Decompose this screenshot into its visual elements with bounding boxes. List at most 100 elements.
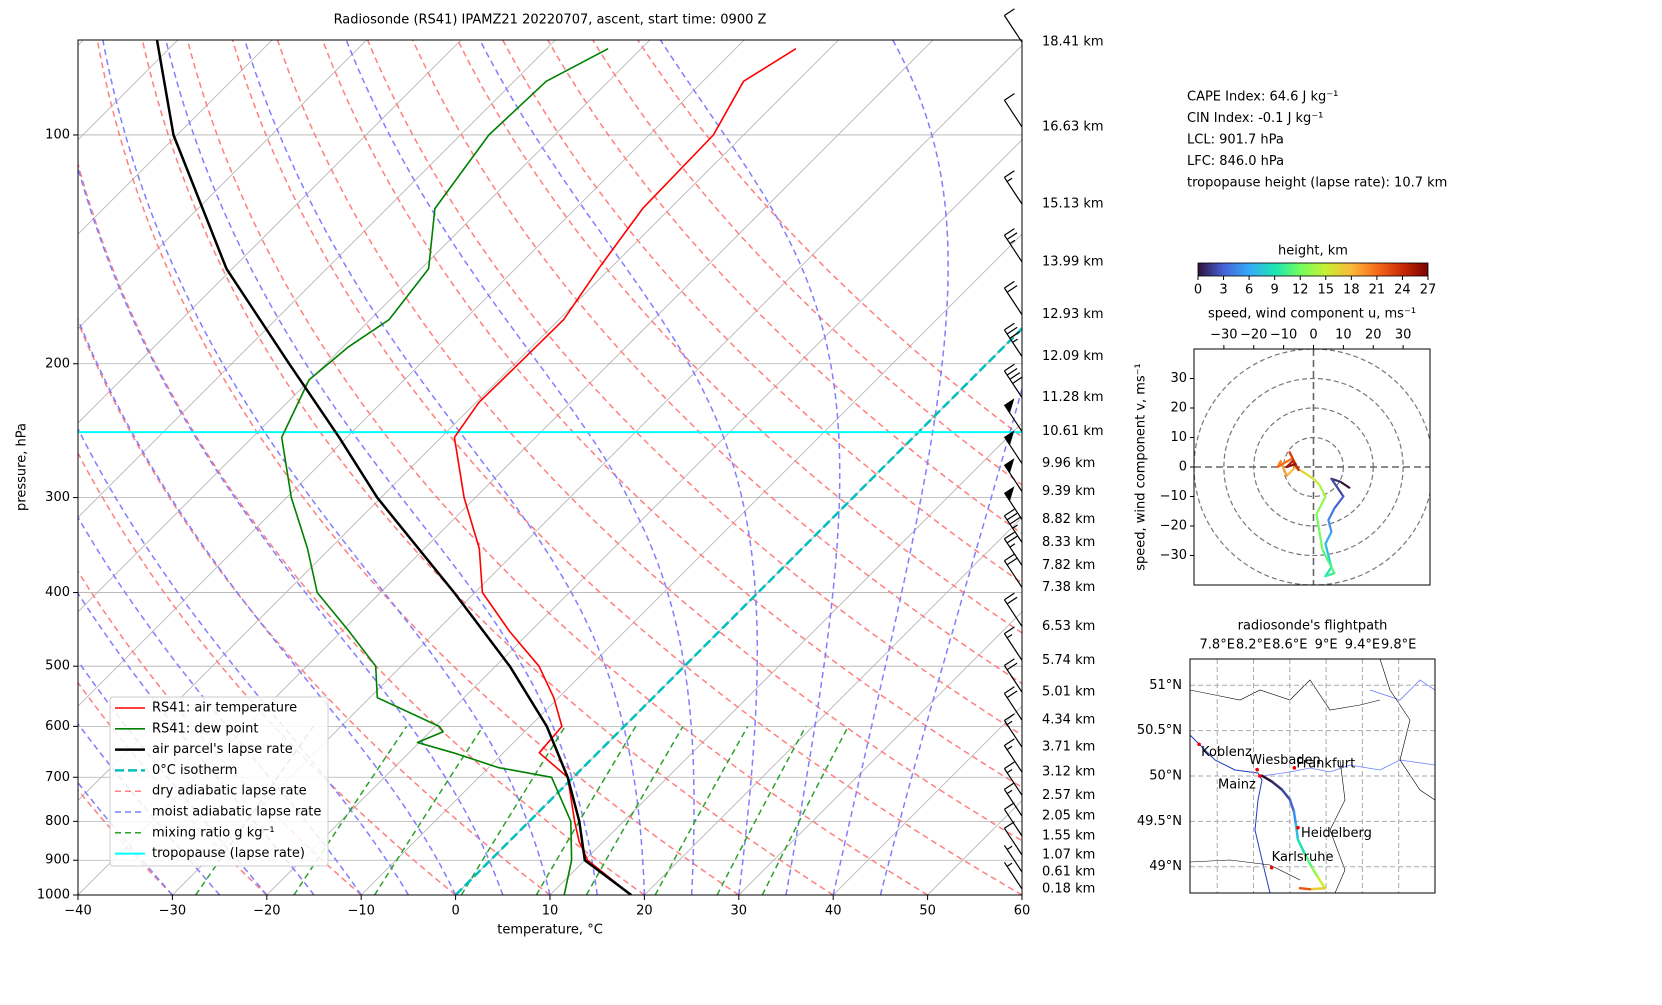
hodograph-segment — [1333, 495, 1345, 510]
mixing-ratio-line — [460, 725, 566, 895]
moist-adiabat — [78, 427, 410, 895]
x-tick-label: −30 — [1210, 328, 1237, 343]
legend-label: tropopause (lapse rate) — [152, 846, 305, 861]
isotherm-grid — [78, 40, 273, 235]
x-tick-label: 0 — [1309, 328, 1317, 343]
barb-shaft — [1003, 404, 1023, 432]
x-axis-label: temperature, °C — [497, 923, 603, 938]
dry-adiabat — [276, 40, 1022, 842]
moist-adiabat — [78, 165, 504, 895]
barb-shaft — [1003, 492, 1023, 520]
height-label: 7.38 km — [1042, 580, 1095, 595]
height-label: 9.39 km — [1042, 484, 1095, 499]
barb-shaft — [1003, 821, 1023, 856]
x-tick-label: 0 — [451, 904, 459, 919]
river — [1261, 759, 1435, 777]
mixing-ratio-line — [293, 725, 408, 895]
wind-barb — [1003, 398, 1023, 432]
barb-flag — [1004, 458, 1015, 474]
x-tick-label: −30 — [159, 904, 186, 919]
x-tick-label: 20 — [1365, 328, 1382, 343]
legend-label: air parcel's lapse rate — [152, 742, 293, 757]
wind-barb — [1003, 761, 1023, 796]
border — [1379, 659, 1435, 801]
x-tick-label: −10 — [347, 904, 374, 919]
height-label: 13.99 km — [1042, 254, 1104, 269]
dry-adiabat — [78, 320, 551, 895]
flightpath-segment — [1294, 823, 1300, 841]
colorbar-tick-label: 3 — [1219, 283, 1227, 298]
wind-barb — [1003, 322, 1023, 357]
barb-shaft — [1003, 782, 1023, 817]
city-label: Wiesbaden — [1249, 753, 1321, 768]
dry-adiabat — [592, 40, 1022, 486]
barb-shaft — [1003, 363, 1023, 398]
overlay: −40 −30 −20 −10 0 10 20 30 40 50 60100200300400500… — [15, 8, 1447, 938]
colorbar — [1197, 262, 1429, 277]
wind-barb — [1003, 713, 1023, 748]
wind-barb — [1003, 844, 1023, 873]
dry-adiabat — [321, 40, 1022, 789]
isotherm-grid — [738, 611, 1022, 895]
barb-shaft — [1003, 464, 1023, 492]
isotherm-grid — [832, 705, 1022, 895]
wind-barb — [1003, 531, 1023, 566]
city-label: Karlsruhe — [1272, 850, 1334, 865]
height-label: 5.01 km — [1042, 685, 1095, 700]
mixing-ratio-line — [761, 726, 849, 895]
border — [1329, 759, 1346, 893]
hodograph-segment — [1312, 477, 1321, 486]
wind-barb — [1003, 782, 1023, 817]
dry-adiabat — [141, 40, 834, 895]
x-tick-label: 30 — [1395, 328, 1412, 343]
barb-shaft — [1003, 626, 1023, 661]
height-label: 16.63 km — [1042, 119, 1104, 134]
isotherm-grid — [360, 233, 1022, 895]
hodograph-segment — [1321, 548, 1336, 575]
height-label: 15.13 km — [1042, 197, 1104, 212]
height-label: 5.74 km — [1042, 653, 1095, 668]
wind-barb — [1003, 658, 1023, 693]
barb-shaft — [1003, 508, 1023, 543]
height-label: 12.09 km — [1042, 349, 1104, 364]
legend-label: mixing ratio g kg⁻¹ — [152, 825, 275, 840]
hodograph-segment — [1327, 507, 1336, 522]
x-tick-label: −40 — [64, 904, 91, 919]
zero-isotherm — [454, 326, 1022, 895]
y-tick-label: 600 — [45, 719, 70, 734]
hodograph-segment — [1291, 460, 1300, 472]
wind-barb — [1003, 821, 1023, 856]
y-tick-label: 700 — [45, 770, 70, 785]
y-tick-label: 0 — [1179, 460, 1187, 475]
dry-adiabat — [231, 40, 1022, 895]
isotherm-grid — [78, 40, 556, 518]
city-label: Heidelberg — [1301, 826, 1372, 841]
colorbar-title: height, km — [1278, 244, 1348, 259]
barb-shaft — [1003, 658, 1023, 693]
moist-adiabat — [243, 40, 646, 895]
hodograph-plot — [1194, 349, 1430, 585]
height-label: 3.71 km — [1042, 740, 1095, 755]
dry-adiabat — [78, 161, 645, 895]
wind-barb — [1003, 592, 1023, 627]
isotherm-grid — [78, 40, 367, 330]
height-label: 11.28 km — [1042, 390, 1104, 405]
height-label: 4.34 km — [1042, 713, 1095, 728]
flightpath-segment — [1260, 774, 1274, 783]
colorbar-tick-label: 24 — [1394, 283, 1411, 298]
y-tick-label: 50.5°N — [1137, 723, 1182, 738]
hodograph-segment — [1327, 518, 1333, 534]
height-label: 8.82 km — [1042, 512, 1095, 527]
height-label: 9.96 km — [1042, 456, 1095, 471]
wind-barb — [1003, 280, 1023, 316]
x-tick-label: 10 — [542, 904, 559, 919]
wind-barb — [1003, 861, 1023, 890]
x-tick-label: −20 — [253, 904, 280, 919]
y-axis-label: pressure, hPa — [15, 423, 30, 511]
mixing-ratio-line — [585, 726, 684, 895]
barb-shaft — [1003, 322, 1023, 357]
colorbar-tick-label: 27 — [1420, 283, 1437, 298]
dry-adiabat — [411, 40, 1022, 685]
wind-barb — [1003, 686, 1023, 721]
